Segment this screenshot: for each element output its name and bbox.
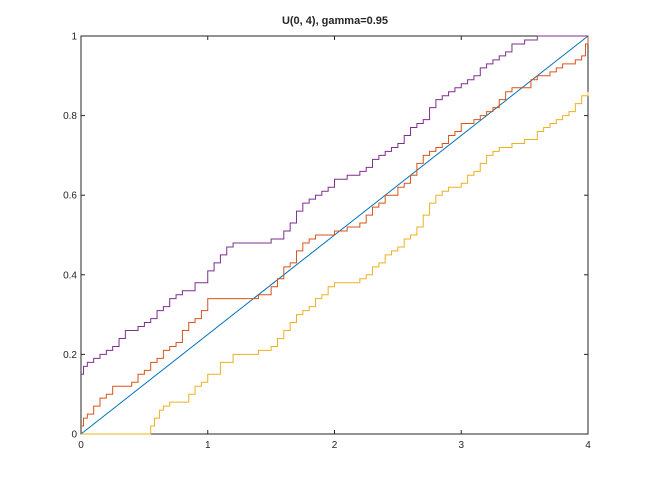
series-line-4 (81, 35, 588, 375)
chart-title: U(0, 4), gamma=0.95 (282, 15, 388, 27)
y-tick-label: 0.2 (63, 350, 77, 361)
y-tick-label: 0.6 (63, 191, 77, 202)
series-line-3 (81, 91, 589, 435)
x-tick-label: 2 (332, 440, 338, 451)
y-tick-label: 0 (71, 430, 77, 441)
axis-ticks: 0 1 2 3 4 0 0.2 0.4 0.6 0.8 1 (63, 32, 591, 452)
x-tick-label: 0 (78, 440, 84, 451)
y-tick-label: 0.8 (63, 111, 77, 122)
y-tick-label: 1 (71, 32, 77, 43)
x-tick-label: 3 (458, 440, 464, 451)
series-layer (80, 35, 589, 435)
x-tick-label: 4 (585, 440, 591, 451)
y-tick-label: 0.4 (63, 270, 77, 281)
series-line-2 (81, 36, 589, 427)
x-tick-label: 1 (205, 440, 211, 451)
